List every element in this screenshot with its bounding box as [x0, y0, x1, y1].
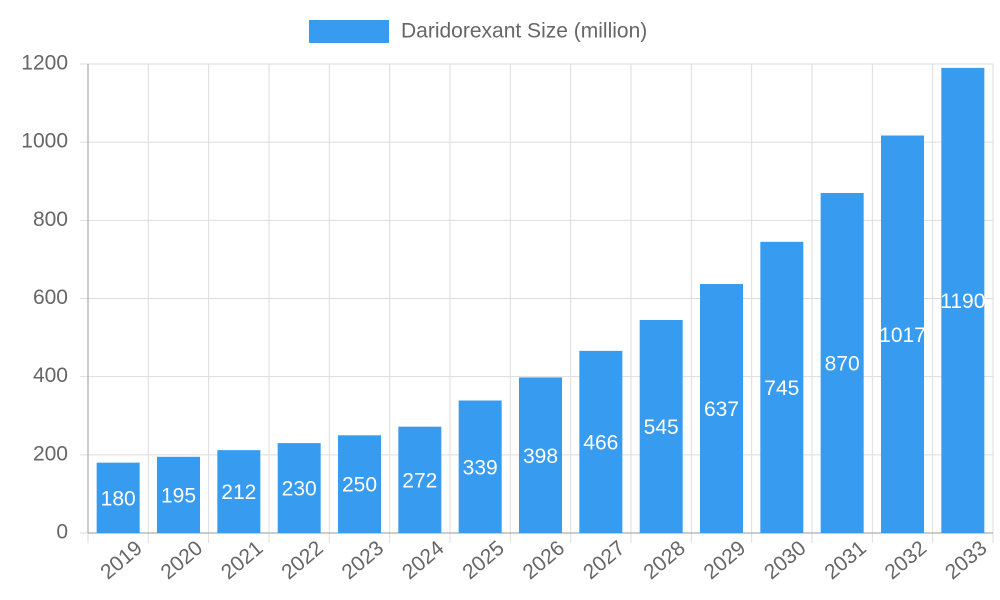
bar — [941, 67, 985, 534]
bar — [760, 241, 804, 533]
x-tick-label: 2026 — [519, 536, 570, 584]
bar — [96, 462, 140, 533]
y-tick-label: 200 — [33, 442, 68, 465]
y-tick-label: 800 — [33, 208, 68, 231]
data-label: 466 — [583, 431, 618, 454]
bar — [458, 400, 502, 533]
bar — [519, 377, 562, 533]
x-tick-label: 2022 — [277, 536, 328, 584]
bar — [881, 135, 924, 533]
data-label: 272 — [402, 469, 437, 492]
bar — [700, 284, 743, 533]
x-tick-label: 2023 — [338, 536, 389, 584]
legend-swatch — [309, 20, 389, 43]
x-tick-label: 2032 — [881, 536, 932, 584]
data-label: 339 — [463, 456, 498, 479]
data-label: 212 — [221, 481, 256, 504]
data-label: 1190 — [940, 290, 985, 313]
bar — [579, 350, 623, 533]
x-tick-label: 2033 — [941, 536, 992, 584]
x-tick-label: 2021 — [217, 536, 268, 584]
x-tick-label: 2027 — [579, 536, 630, 584]
data-label: 1017 — [879, 324, 926, 347]
data-label: 250 — [342, 474, 377, 497]
bar — [639, 319, 683, 533]
x-tick-label: 2030 — [760, 536, 811, 584]
y-tick-label: 1000 — [21, 130, 68, 153]
x-tick-label: 2028 — [639, 536, 690, 584]
x-tick-label: 2025 — [458, 536, 509, 584]
data-label: 230 — [282, 478, 317, 501]
bar — [277, 443, 321, 533]
data-label: 545 — [644, 416, 679, 439]
x-tick-label: 2019 — [96, 536, 147, 584]
data-label: 180 — [101, 487, 136, 510]
y-tick-label: 600 — [33, 286, 68, 309]
x-tick-label: 2031 — [820, 536, 871, 584]
y-tick-label: 400 — [33, 364, 68, 387]
data-label: 637 — [704, 398, 739, 421]
x-tick-label: 2024 — [398, 536, 449, 584]
data-label: 870 — [825, 353, 860, 376]
bar — [157, 456, 200, 533]
bar — [217, 450, 261, 533]
bar — [820, 192, 864, 533]
data-label: 398 — [523, 445, 558, 468]
bar — [338, 435, 381, 533]
legend-label: Daridorexant Size (million) — [401, 20, 647, 43]
bar — [398, 426, 442, 533]
data-label: 745 — [764, 377, 799, 400]
y-tick-label: 0 — [56, 521, 68, 544]
y-tick-label: 1200 — [21, 52, 68, 75]
x-tick-label: 2029 — [700, 536, 751, 584]
x-tick-label: 2020 — [157, 536, 208, 584]
data-label: 195 — [161, 484, 196, 507]
